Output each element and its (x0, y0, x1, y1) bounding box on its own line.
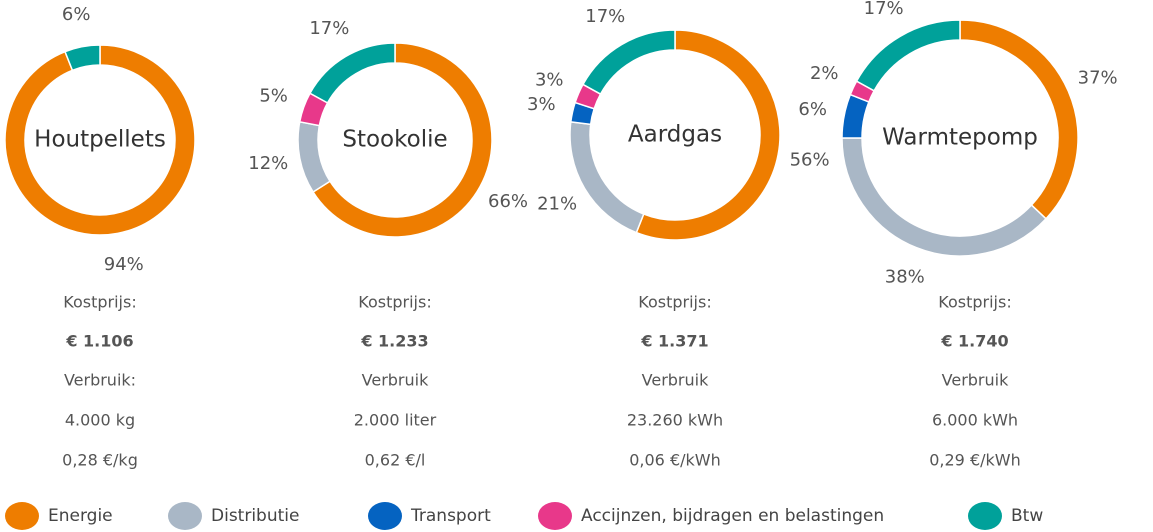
data-label: 17% (309, 18, 349, 39)
donut-segment (4, 44, 196, 236)
detail-text: Kostprijs: (63, 293, 136, 312)
donut-segment (297, 120, 332, 194)
legend-label: Distributie (211, 506, 299, 526)
chart-name: Warmtepomp (882, 125, 1038, 151)
legend-swatch (368, 502, 402, 530)
chart-name: Stookolie (342, 127, 447, 153)
detail-text: 0,29 €/kWh (929, 451, 1021, 470)
legend-swatch (5, 502, 39, 530)
data-label: 94% (104, 254, 144, 275)
data-label: 17% (864, 0, 904, 19)
donut-segment (64, 44, 101, 72)
legend-label: Accijnzen, bijdragen en belastingen (581, 506, 884, 526)
chart-name: Aardgas (628, 122, 722, 148)
legend-swatch (168, 502, 202, 530)
detail-text: 23.260 kWh (627, 411, 723, 430)
donut-segment (581, 29, 676, 96)
data-label: 21% (537, 194, 577, 215)
legend-label: Energie (48, 506, 113, 526)
legend-label: Btw (1011, 506, 1043, 526)
detail-text: Verbruik (362, 371, 429, 390)
data-label: 12% (248, 153, 288, 174)
detail-text: € 1.371 (640, 332, 708, 351)
detail-text: Kostprijs: (358, 293, 431, 312)
legend-swatch (538, 502, 572, 530)
detail-text: € 1.740 (940, 332, 1008, 351)
detail-text: 6.000 kWh (932, 411, 1018, 430)
data-label: 37% (1078, 67, 1118, 88)
data-label: 38% (885, 266, 925, 287)
data-label: 3% (535, 70, 564, 91)
data-label: 17% (585, 6, 625, 27)
detail-text: € 1.233 (360, 332, 428, 351)
donut-segment (312, 42, 493, 238)
data-label: 2% (810, 63, 839, 84)
donut-segment (308, 42, 396, 104)
donut-segment (841, 137, 1048, 257)
detail-text: 4.000 kg (65, 411, 135, 430)
data-label: 6% (798, 99, 827, 120)
donut-segment (855, 19, 961, 92)
detail-text: Verbruik: (64, 371, 136, 390)
data-label: 56% (790, 150, 830, 171)
detail-text: 0,62 €/l (365, 451, 426, 470)
data-label: 6% (62, 4, 91, 25)
detail-text: € 1.106 (65, 332, 133, 351)
detail-text: Kostprijs: (638, 293, 711, 312)
data-label: 3% (527, 94, 556, 115)
detail-text: 0,06 €/kWh (629, 451, 721, 470)
detail-text: 2.000 liter (354, 411, 437, 430)
data-label: 66% (488, 191, 528, 212)
data-label: 5% (259, 85, 288, 106)
donut-segment (959, 19, 1079, 220)
detail-text: 0,28 €/kg (62, 451, 138, 470)
donut-segment (635, 29, 781, 241)
detail-text: Kostprijs: (938, 293, 1011, 312)
chart-name: Houtpellets (34, 127, 166, 153)
detail-text: Verbruik (642, 371, 709, 390)
legend-swatch (968, 502, 1002, 530)
legend-label: Transport (410, 506, 491, 526)
detail-text: Verbruik (942, 371, 1009, 390)
